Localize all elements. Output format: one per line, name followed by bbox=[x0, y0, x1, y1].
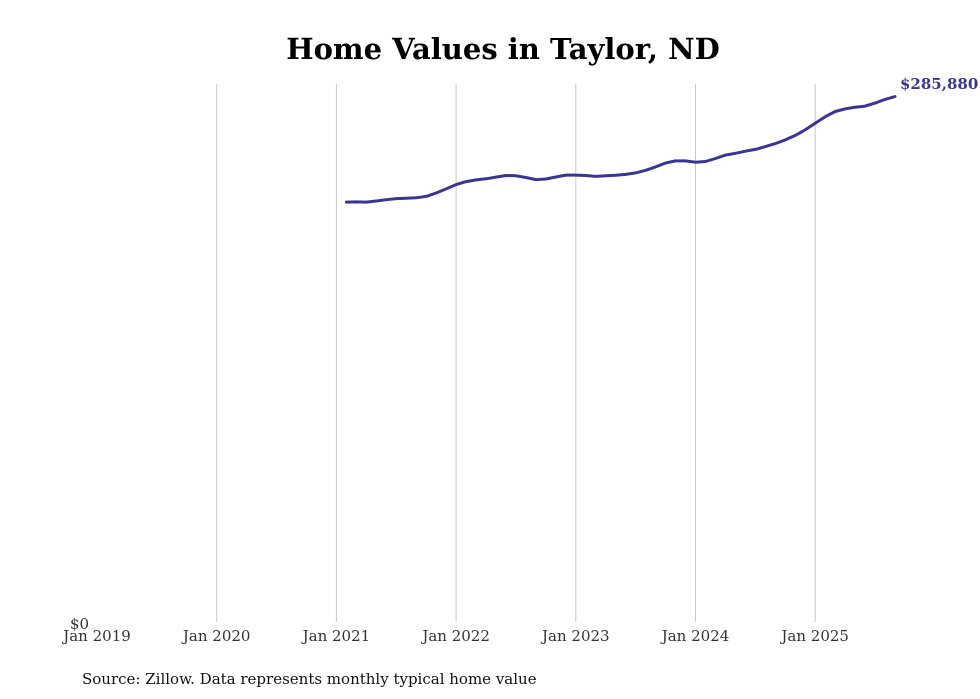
series-line bbox=[344, 95, 897, 204]
y-tick-zero: $0 bbox=[70, 615, 89, 633]
end-value-label: $285,880 bbox=[900, 75, 978, 93]
x-tick-label: Jan 2019 bbox=[61, 627, 131, 645]
x-tick-label: Jan 2023 bbox=[540, 627, 610, 645]
x-tick-label: Jan 2021 bbox=[301, 627, 371, 645]
x-tick-label: Jan 2025 bbox=[779, 627, 849, 645]
series-layer bbox=[344, 95, 897, 204]
grid-lines bbox=[216, 84, 816, 622]
x-axis-ticks: Jan 2019 Jan 2020 Jan 2021 Jan 2022 Jan 2023… bbox=[61, 627, 849, 645]
x-tick-label: Jan 2024 bbox=[660, 627, 730, 645]
x-tick-label: Jan 2020 bbox=[181, 627, 251, 645]
source-note: Source: Zillow. Data represents monthly … bbox=[82, 670, 537, 688]
x-tick-label: Jan 2022 bbox=[420, 627, 490, 645]
chart-title: Home Values in Taylor, ND bbox=[286, 32, 720, 66]
